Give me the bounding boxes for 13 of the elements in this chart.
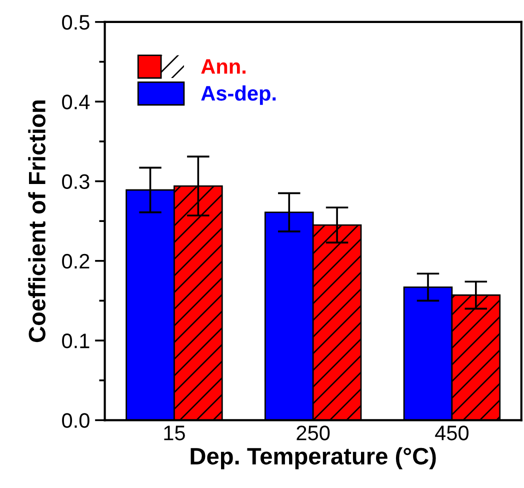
- x-axis-title: Dep. Temperature (°C): [190, 447, 436, 470]
- x-tick-label: 450: [435, 426, 469, 440]
- y-tick-label: 0.3: [62, 174, 90, 189]
- x-tick-label: 15: [164, 426, 185, 440]
- y-tick-label: 0.5: [62, 14, 90, 30]
- y-tick-label: 0.4: [62, 94, 90, 110]
- y-tick-label: 0.0: [62, 413, 90, 428]
- y-axis-title: Coefficient of Friction: [28, 100, 46, 342]
- legend-label: Ann.: [201, 59, 246, 74]
- legend-label: As-dep.: [201, 85, 276, 105]
- y-tick-label: 0.2: [62, 254, 90, 269]
- x-tick-label: 250: [296, 426, 330, 440]
- y-tick-label: 0.1: [62, 334, 90, 348]
